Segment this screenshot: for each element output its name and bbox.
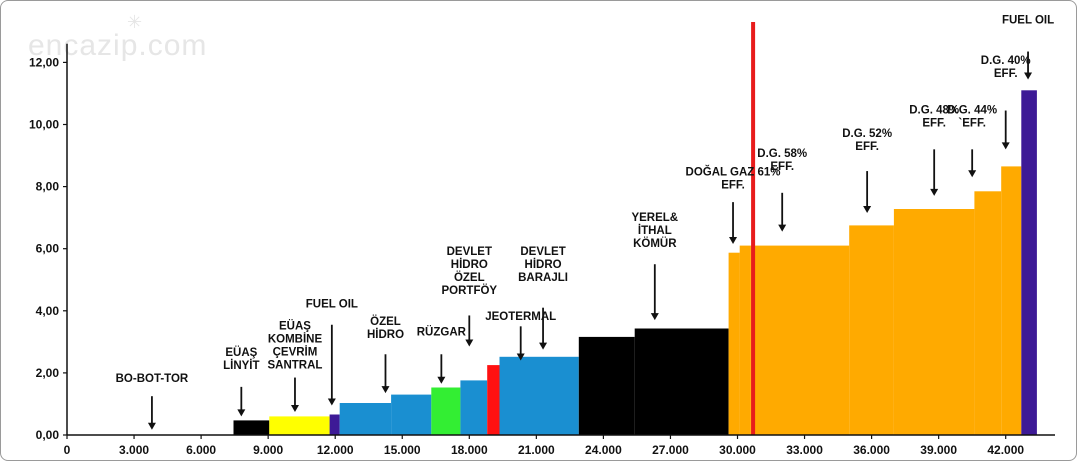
bar-block-7: [460, 380, 488, 435]
annotation-label: D.G. 40% EFF.: [981, 55, 1031, 80]
annotation-label: DOĞAL GAZ 61% EFF.: [686, 166, 781, 192]
annotation-label: YEREL& İTHAL KÖMÜR: [631, 212, 678, 250]
bar-block-14: [750, 245, 850, 435]
annotation-arrowhead: [539, 342, 548, 350]
annotation-11: D.G. 58% EFF.: [757, 148, 807, 232]
x-tick-label: 9.000: [253, 443, 283, 457]
x-tick-label: 12.000: [317, 443, 354, 457]
annotation-arrowhead: [465, 339, 474, 347]
x-tick-label: 3.000: [119, 443, 149, 457]
annotation-arrowhead: [930, 188, 939, 196]
annotation-label: ÖZEL HİDRO: [367, 315, 404, 341]
annotation-0: BO-BOT-TOR: [116, 373, 189, 430]
annotation-arrowhead: [437, 376, 446, 384]
annotation-9: YEREL& İTHAL KÖMÜR: [631, 212, 678, 321]
annotation-5: RÜZGAR: [417, 326, 467, 384]
annotation-label: FUEL OIL: [1002, 15, 1054, 27]
bar-block-5: [391, 394, 432, 435]
x-tick-label: 6.000: [186, 443, 216, 457]
x-tick-label: 39.000: [920, 443, 957, 457]
annotation-12: D.G. 52% EFF.: [842, 128, 892, 213]
bar-block-9: [499, 356, 579, 435]
annotation-7: JEOTERMAL: [485, 311, 556, 361]
y-tick-label: 0,00: [36, 428, 60, 442]
annotation-arrowhead: [516, 353, 525, 361]
annotation-label: D.G. 48% EFF.: [909, 105, 959, 130]
x-tick-label: 33.000: [786, 443, 823, 457]
annotation-label: D.G. 58% EFF.: [757, 148, 807, 173]
watermark-star-icon: ✳: [127, 12, 142, 32]
annotation-label: BO-BOT-TOR: [116, 373, 189, 385]
x-tick-label: 0: [64, 443, 71, 457]
y-tick-label: 10,00: [29, 118, 59, 132]
annotation-label: EÜAŞ KOMBİNE ÇEVRİM SANTRAL: [267, 319, 322, 371]
annotation-16: FUEL OIL: [1002, 15, 1054, 80]
bar-block-15: [849, 225, 894, 435]
annotation-4: ÖZEL HİDRO: [367, 315, 404, 394]
annotation-arrowhead: [381, 386, 390, 394]
bar-block-17: [974, 191, 1002, 435]
annotation-3: FUEL OIL: [306, 299, 358, 406]
annotation-13: D.G. 48% EFF.: [909, 105, 959, 196]
bar-block-11: [634, 328, 729, 435]
y-tick-label: 12,00: [29, 55, 59, 69]
annotation-15: D.G. 40% EFF.: [981, 55, 1031, 150]
x-tick-label: 36.000: [853, 443, 890, 457]
annotation-6: DEVLET HİDRO ÖZEL PORTFÖY: [442, 246, 498, 347]
bar-block-10: [578, 336, 635, 435]
x-tick-label: 15.000: [384, 443, 421, 457]
x-tick-label: 18.000: [451, 443, 488, 457]
annotation-2: EÜAŞ KOMBİNE ÇEVRİM SANTRAL: [267, 319, 322, 413]
annotation-label: DEVLET HİDRO ÖZEL PORTFÖY: [442, 246, 498, 297]
watermark: encazip.com ✳: [28, 12, 207, 62]
annotation-arrowhead: [968, 170, 977, 178]
annotation-arrowhead: [237, 409, 246, 417]
bar-block-2: [269, 416, 330, 435]
annotation-arrowhead: [863, 205, 872, 213]
bar-block-8: [487, 365, 500, 435]
annotation-10: DOĞAL GAZ 61% EFF.: [686, 166, 781, 245]
annotation-arrowhead: [290, 405, 299, 413]
annotation-arrowhead: [327, 398, 336, 406]
annotation-label: RÜZGAR: [417, 326, 467, 339]
demand-line: [751, 22, 756, 435]
bar-block-4: [339, 403, 392, 435]
bar-block-12: [728, 252, 740, 435]
bar-block-18: [1001, 166, 1022, 435]
annotation-arrowhead: [1001, 142, 1010, 150]
annotation-arrowhead: [1024, 72, 1033, 80]
x-tick-label: 30.000: [719, 443, 756, 457]
annotation-label: D.G. 52% EFF.: [842, 128, 892, 153]
annotation-arrowhead: [729, 237, 738, 245]
x-tick-label: 21.000: [518, 443, 555, 457]
y-tick-label: 2,00: [36, 366, 60, 380]
annotation-label: EÜAŞ LİNYİT: [223, 346, 259, 372]
annotation-label: JEOTERMAL: [485, 311, 556, 323]
bar-block-19: [1021, 90, 1037, 436]
bar-block-3: [329, 414, 340, 435]
annotation-label: FUEL OIL: [306, 299, 358, 311]
annotation-8: DEVLET HİDRO BARAJLI: [518, 246, 568, 350]
x-tick-label: 24.000: [585, 443, 622, 457]
y-tick-label: 6,00: [36, 242, 60, 256]
bar-block-1: [233, 420, 270, 435]
x-tick-label: 27.000: [652, 443, 689, 457]
annotation-arrowhead: [650, 313, 659, 321]
watermark-text: encazip.com: [28, 29, 207, 62]
annotation-label: D.G. 44% `EFF.: [947, 105, 997, 130]
bar-block-16: [893, 209, 975, 435]
annotation-label: DEVLET HİDRO BARAJLI: [518, 246, 568, 284]
annotation-arrowhead: [147, 422, 156, 430]
annotation-arrowhead: [778, 224, 787, 232]
y-tick-label: 4,00: [36, 304, 60, 318]
bar-block-13: [739, 245, 751, 435]
annotation-1: EÜAŞ LİNYİT: [223, 346, 260, 417]
annotation-14: D.G. 44% `EFF.: [947, 105, 997, 178]
bar-block-6: [431, 387, 461, 435]
x-tick-label: 42.000: [987, 443, 1024, 457]
y-tick-label: 8,00: [36, 180, 60, 194]
